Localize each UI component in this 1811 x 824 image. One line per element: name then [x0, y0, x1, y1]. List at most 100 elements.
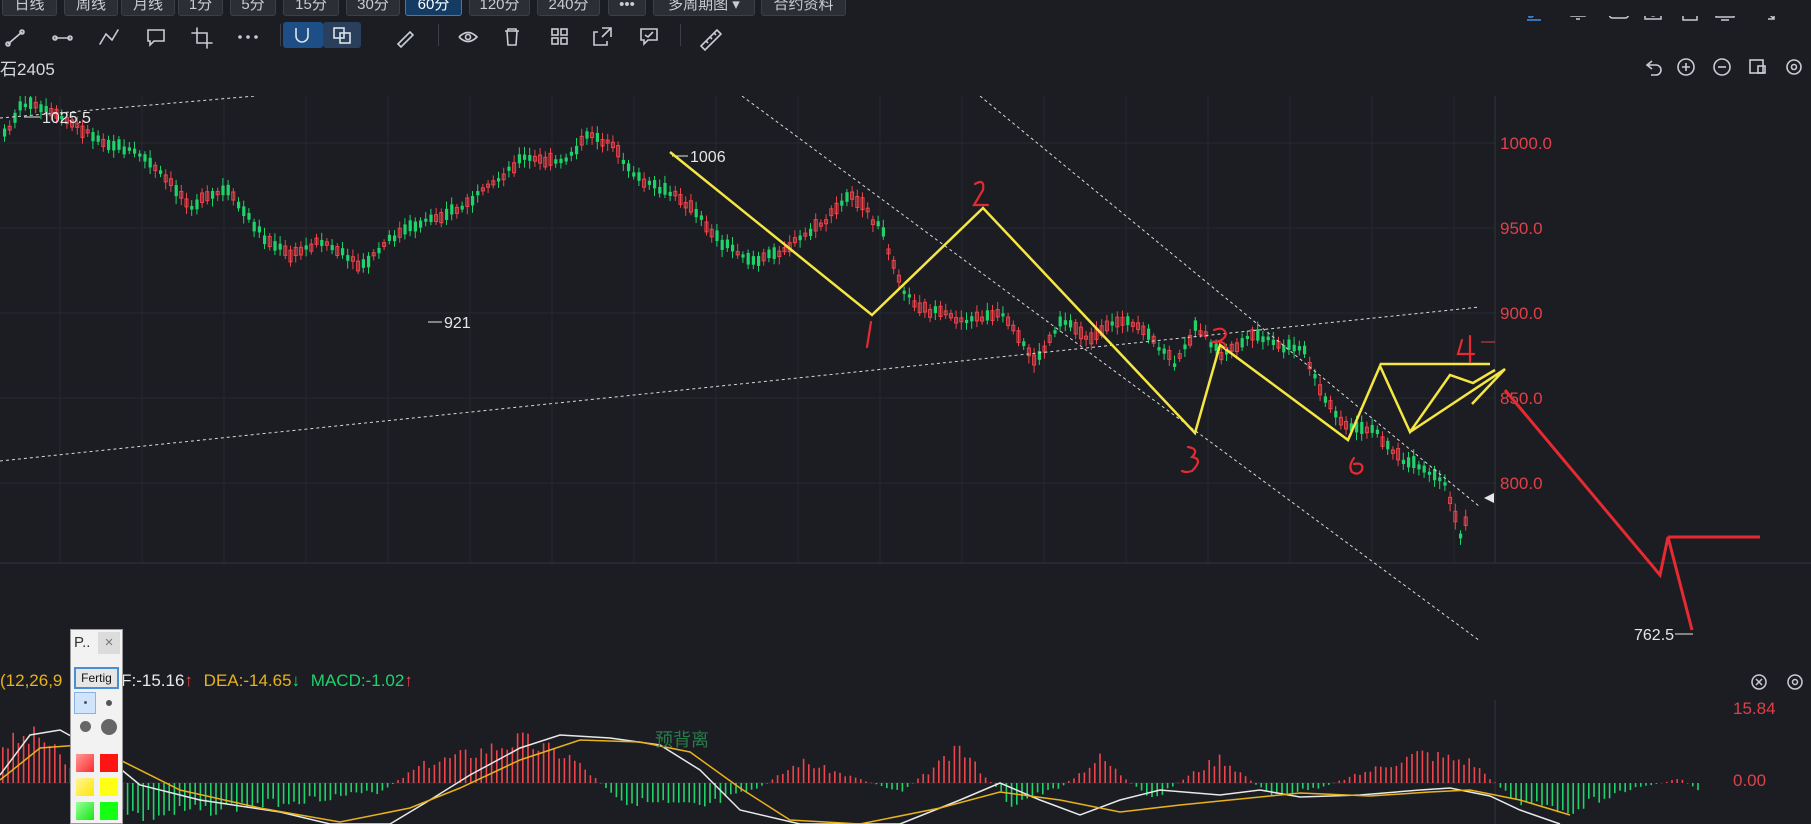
candle	[1229, 341, 1234, 359]
undo-icon[interactable]	[1645, 60, 1662, 76]
period-tab-0[interactable]: 日线	[2, 0, 57, 16]
candle	[517, 147, 521, 169]
candle	[1234, 338, 1239, 360]
crop-icon[interactable]	[191, 27, 213, 49]
color-yellow-swatch[interactable]	[100, 778, 118, 796]
palette-close-button[interactable]: ×	[98, 632, 120, 654]
candle-body	[330, 244, 334, 251]
candle-body	[564, 157, 568, 162]
candle-body	[184, 198, 189, 208]
color-yellow-light-swatch[interactable]	[76, 778, 94, 796]
more-icon[interactable]	[238, 35, 258, 39]
save-icon[interactable]	[1682, 16, 1698, 21]
candle	[486, 179, 491, 194]
layout-icon[interactable]	[551, 28, 568, 45]
candle	[429, 208, 433, 226]
macd-bar	[1052, 783, 1054, 789]
candle-body	[860, 197, 865, 211]
period-tab-7[interactable]: 60分	[405, 0, 462, 16]
close-panel-icon[interactable]	[1751, 674, 1767, 690]
brush-size-small-swatch[interactable]	[74, 692, 96, 714]
dif-trend-icon: ↑	[184, 671, 193, 690]
macd-bar	[1364, 771, 1366, 783]
candle-body	[263, 235, 267, 245]
pencil-icon[interactable]	[396, 30, 415, 49]
candle-body	[970, 316, 974, 322]
main-chart[interactable]: 1000.0 950.0 900.0 850.0 800.0 1025.5 1006 921 7…	[0, 96, 1811, 656]
candle-body	[1214, 343, 1218, 351]
macd-bar	[1348, 776, 1351, 783]
candle-body	[382, 242, 387, 247]
brush-size-large-swatch[interactable]	[74, 716, 96, 738]
overlay-icon[interactable]	[333, 27, 351, 44]
macd-bar	[1447, 754, 1450, 783]
macd-bar	[808, 764, 810, 783]
cloud-icon[interactable]	[1608, 16, 1629, 19]
candle	[1380, 431, 1385, 450]
candle-body	[1266, 336, 1270, 341]
period-tab-5[interactable]: 15分	[283, 0, 339, 16]
magnet-icon[interactable]	[295, 28, 309, 43]
candle	[642, 172, 647, 192]
zoom-out-icon[interactable]	[1713, 58, 1731, 76]
brush-size-medium-swatch[interactable]	[98, 692, 120, 714]
period-tab-6[interactable]: 30分	[346, 0, 400, 16]
panel-settings-icon[interactable]	[1787, 674, 1803, 690]
color-red-swatch[interactable]	[100, 754, 118, 772]
color-green-swatch[interactable]	[100, 802, 118, 820]
candle-body	[179, 190, 184, 199]
period-tab-12[interactable]: 合约资料	[761, 0, 846, 16]
comment-icon[interactable]	[147, 29, 165, 47]
candle	[205, 185, 210, 205]
period-tab-4[interactable]: 5分	[230, 0, 276, 16]
period-tab-9[interactable]: 240分	[537, 0, 600, 16]
note-icon[interactable]	[640, 28, 658, 46]
bell-icon[interactable]	[1570, 16, 1586, 20]
macd-bar	[1577, 783, 1580, 810]
period-tab-8[interactable]: 120分	[469, 0, 530, 16]
period-tab-10[interactable]: •••	[608, 0, 646, 16]
macd-bar	[1525, 783, 1528, 802]
layout-toggle-icon[interactable]	[1749, 59, 1766, 74]
macd-bar	[719, 783, 722, 803]
period-tab-3[interactable]: 1分	[178, 0, 223, 16]
candle	[673, 185, 678, 201]
candle-body	[673, 190, 678, 197]
candle	[1011, 320, 1016, 335]
export-icon[interactable]	[593, 27, 612, 46]
macd-bar	[147, 783, 150, 810]
candle-body	[1173, 363, 1177, 367]
polyline-icon[interactable]	[99, 29, 119, 45]
fullscreen-icon[interactable]	[1760, 16, 1775, 20]
draw-icon[interactable]	[1527, 16, 1541, 21]
color-red-light-swatch[interactable]	[76, 754, 94, 772]
macd-bar	[1083, 772, 1086, 783]
settings-icon[interactable]	[1786, 59, 1802, 75]
period-tab-2[interactable]: 月线	[121, 0, 175, 16]
period-tab-1[interactable]: 周线	[64, 0, 118, 16]
candle	[907, 287, 911, 305]
zoom-in-icon[interactable]	[1677, 58, 1695, 76]
macd-bar	[1276, 783, 1278, 794]
trendline-icon[interactable]	[5, 29, 25, 47]
period-tab-11[interactable]: 多周期图 ▾	[653, 0, 755, 16]
period-tab-bar: 日线 周线 月线 1分 5分 15分 30分 60分 120分 240分 ••• 多周期图 ▾ 合约资料	[0, 0, 1811, 16]
ruler-icon[interactable]	[699, 28, 723, 52]
segment-icon[interactable]	[52, 35, 73, 41]
candle	[912, 294, 917, 312]
macd-bar	[641, 783, 644, 799]
macd-bar	[1541, 783, 1543, 806]
palette-done-button[interactable]: Fertig	[74, 667, 119, 689]
candle-body	[751, 256, 755, 265]
candle-body	[1407, 457, 1411, 468]
eye-icon[interactable]	[458, 31, 479, 43]
camera-icon[interactable]	[1644, 16, 1662, 20]
candle	[298, 241, 303, 260]
color-green-light-swatch[interactable]	[76, 802, 94, 820]
monitor-icon[interactable]	[1715, 16, 1735, 21]
candle	[621, 152, 625, 172]
price-tick-3: 850.0	[1500, 389, 1543, 408]
brush-size-xlarge-swatch[interactable]	[98, 716, 120, 738]
macd-bar	[1338, 780, 1340, 783]
trash-icon[interactable]	[505, 28, 519, 46]
